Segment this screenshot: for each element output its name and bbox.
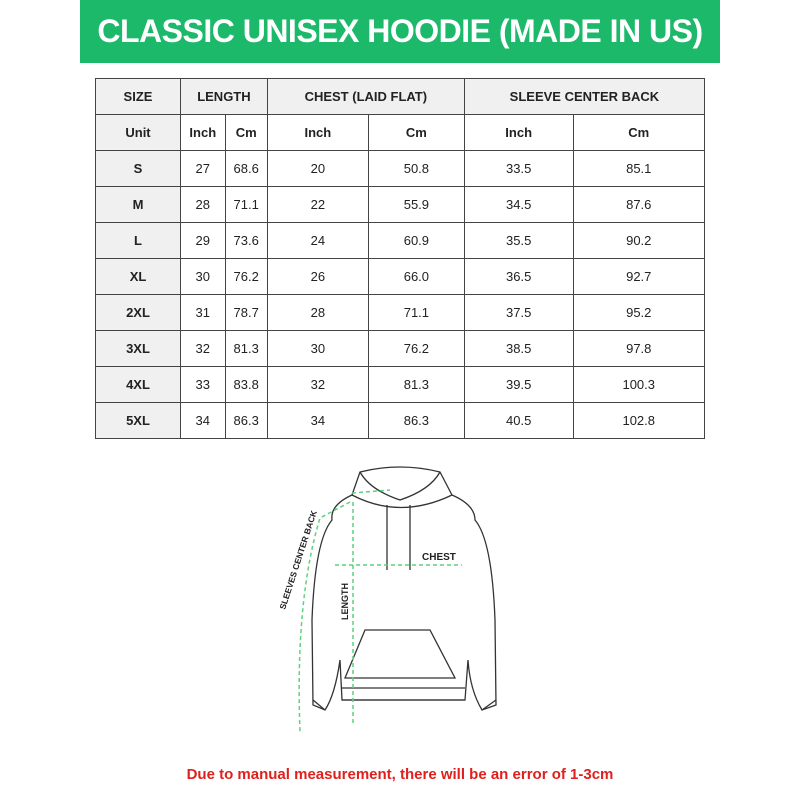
header-chest: CHEST (LAID FLAT) <box>266 78 465 115</box>
value-cell: 39.5 <box>463 366 574 403</box>
table-row: 2XL 31 78.7 28 71.1 37.5 95.2 <box>95 294 705 331</box>
value-cell: 78.7 <box>224 294 268 331</box>
value-cell: 71.1 <box>367 294 465 331</box>
value-cell: 24 <box>266 222 369 259</box>
table-row: M 28 71.1 22 55.9 34.5 87.6 <box>95 186 705 223</box>
value-cell: 86.3 <box>367 402 465 439</box>
value-cell: 86.3 <box>224 402 268 439</box>
size-table: SIZE LENGTH CHEST (LAID FLAT) SLEEVE CEN… <box>95 78 706 439</box>
header-length: LENGTH <box>180 78 268 115</box>
value-cell: 40.5 <box>463 402 574 439</box>
unit-header: Cm <box>367 114 465 151</box>
value-cell: 29 <box>180 222 226 259</box>
value-cell: 34 <box>180 402 226 439</box>
value-cell: 37.5 <box>463 294 574 331</box>
chest-label: CHEST <box>422 552 456 563</box>
value-cell: 35.5 <box>463 222 574 259</box>
value-cell: 22 <box>266 186 369 223</box>
length-label: LENGTH <box>340 583 350 620</box>
value-cell: 102.8 <box>572 402 705 439</box>
size-cell: 5XL <box>95 402 181 439</box>
value-cell: 95.2 <box>572 294 705 331</box>
value-cell: 97.8 <box>572 330 705 367</box>
unit-header: Inch <box>463 114 574 151</box>
value-cell: 92.7 <box>572 258 705 295</box>
table-row: L 29 73.6 24 60.9 35.5 90.2 <box>95 222 705 259</box>
size-cell: S <box>95 150 181 187</box>
value-cell: 100.3 <box>572 366 705 403</box>
value-cell: 20 <box>266 150 369 187</box>
unit-header: Inch <box>266 114 369 151</box>
table-row: 3XL 32 81.3 30 76.2 38.5 97.8 <box>95 330 705 367</box>
unit-label: Unit <box>95 114 181 151</box>
table-row: XL 30 76.2 26 66.0 36.5 92.7 <box>95 258 705 295</box>
value-cell: 36.5 <box>463 258 574 295</box>
value-cell: 27 <box>180 150 226 187</box>
header-sleeve: SLEEVE CENTER BACK <box>463 78 706 115</box>
value-cell: 60.9 <box>367 222 465 259</box>
unit-header: Cm <box>224 114 268 151</box>
size-cell: 2XL <box>95 294 181 331</box>
header-size: SIZE <box>95 78 181 115</box>
table-row: 5XL 34 86.3 34 86.3 40.5 102.8 <box>95 402 705 439</box>
unit-header: Cm <box>572 114 705 151</box>
value-cell: 55.9 <box>367 186 465 223</box>
size-cell: 4XL <box>95 366 181 403</box>
value-cell: 30 <box>180 258 226 295</box>
value-cell: 68.6 <box>224 150 268 187</box>
value-cell: 76.2 <box>224 258 268 295</box>
value-cell: 34.5 <box>463 186 574 223</box>
value-cell: 28 <box>180 186 226 223</box>
size-cell: M <box>95 186 181 223</box>
value-cell: 30 <box>266 330 369 367</box>
size-cell: 3XL <box>95 330 181 367</box>
value-cell: 71.1 <box>224 186 268 223</box>
value-cell: 33.5 <box>463 150 574 187</box>
value-cell: 28 <box>266 294 369 331</box>
value-cell: 85.1 <box>572 150 705 187</box>
hoodie-outline-icon <box>311 466 497 711</box>
unit-header: Inch <box>180 114 226 151</box>
table-row: S 27 68.6 20 50.8 33.5 85.1 <box>95 150 705 187</box>
value-cell: 73.6 <box>224 222 268 259</box>
value-cell: 26 <box>266 258 369 295</box>
value-cell: 81.3 <box>224 330 268 367</box>
value-cell: 32 <box>180 330 226 367</box>
value-cell: 34 <box>266 402 369 439</box>
sleeve-measure-line <box>298 489 391 733</box>
table-row: 4XL 33 83.8 32 81.3 39.5 100.3 <box>95 366 705 403</box>
page-title: CLASSIC UNISEX HOODIE (MADE IN US) <box>80 0 720 63</box>
value-cell: 76.2 <box>367 330 465 367</box>
value-cell: 33 <box>180 366 226 403</box>
value-cell: 50.8 <box>367 150 465 187</box>
value-cell: 83.8 <box>224 366 268 403</box>
measurement-note: Due to manual measurement, there will be… <box>186 766 614 783</box>
size-cell: XL <box>95 258 181 295</box>
value-cell: 31 <box>180 294 226 331</box>
hoodie-diagram: CHEST LENGTH SLEEVES CENTER BACK <box>277 466 497 733</box>
value-cell: 87.6 <box>572 186 705 223</box>
value-cell: 38.5 <box>463 330 574 367</box>
value-cell: 81.3 <box>367 366 465 403</box>
size-cell: L <box>95 222 181 259</box>
value-cell: 90.2 <box>572 222 705 259</box>
value-cell: 32 <box>266 366 369 403</box>
value-cell: 66.0 <box>367 258 465 295</box>
